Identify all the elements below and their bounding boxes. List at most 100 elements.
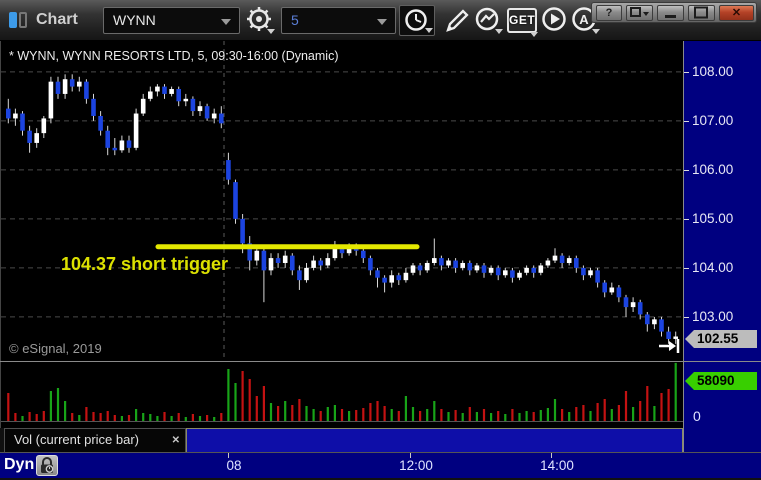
window-frame-bottom: [0, 478, 761, 480]
volume-bar: [568, 412, 571, 421]
candle-body: [204, 106, 210, 119]
price-chart-pane[interactable]: * WYNN, WYNN RESORTS LTD, 5, 09:30-16:00…: [0, 41, 685, 361]
replay-button[interactable]: [539, 5, 571, 36]
candle-body: [325, 258, 331, 266]
volume-bar: [348, 411, 351, 421]
candle-body: [197, 106, 203, 112]
candle-body: [588, 270, 593, 276]
time-tick-label: 08: [226, 458, 242, 473]
candle-body: [34, 133, 39, 143]
candle-body: [417, 265, 423, 271]
volume-bar: [241, 371, 244, 421]
volume-bar: [362, 408, 365, 421]
volume-bar: [92, 412, 95, 421]
candle-body: [268, 258, 274, 271]
candle-body: [240, 218, 245, 244]
volume-canvas: [1, 362, 685, 422]
candle-body: [361, 250, 366, 259]
price-tick-label: 108.00: [692, 63, 734, 79]
toolbar: Chart WYNN 5: [0, 0, 761, 41]
volume-bar: [369, 403, 372, 421]
volume-bar: [99, 413, 102, 421]
candle-body: [162, 86, 167, 94]
trigger-annotation-text[interactable]: 104.37 short trigger: [61, 253, 229, 274]
draw-button[interactable]: [441, 5, 473, 36]
volume-bar: [142, 413, 145, 421]
volume-zero-label: 0: [693, 408, 701, 424]
minimize-button[interactable]: [657, 5, 684, 21]
candle-body: [623, 297, 629, 308]
interval-value: 5: [291, 12, 299, 28]
volume-bar: [589, 411, 592, 421]
close-icon[interactable]: ✕: [171, 435, 180, 446]
candle-body: [439, 258, 444, 266]
price-axis-pane[interactable]: 108.00 107.00 106.00 105.00 104.00 103.00 102…: [684, 41, 761, 453]
candle-body: [318, 260, 323, 266]
candle-body: [226, 160, 231, 180]
candle-body: [595, 270, 600, 283]
price-tick-mark: [684, 316, 689, 318]
price-tick-mark: [684, 218, 689, 220]
volume-bar: [106, 411, 109, 421]
candle-body: [275, 258, 281, 263]
volume-bar: [135, 409, 138, 421]
volume-bar: [284, 401, 287, 421]
volume-study-tab[interactable]: Vol (current price bar) ✕: [4, 428, 186, 452]
chevron-down-icon: [530, 32, 538, 37]
volume-bar: [220, 413, 223, 421]
volume-bar: [660, 393, 663, 421]
volume-bar: [78, 415, 81, 421]
candle-body: [659, 319, 664, 332]
candle-body: [140, 98, 146, 114]
get-data-button[interactable]: GET: [507, 8, 538, 37]
chevron-down-icon: [221, 19, 231, 25]
volume-bar: [667, 389, 670, 421]
chevron-down-icon: [267, 29, 275, 34]
chart-title: * WYNN, WYNN RESORTS LTD, 5, 09:30-16:00…: [9, 49, 339, 63]
time-lock-button[interactable]: [36, 455, 58, 476]
volume-pane[interactable]: [0, 362, 685, 428]
maximize-icon: [694, 6, 708, 19]
chevron-down-icon: [377, 19, 387, 25]
candle-body: [652, 319, 657, 325]
studies-button[interactable]: [472, 5, 504, 36]
maximize-button[interactable]: [688, 5, 715, 21]
volume-bar: [532, 412, 535, 421]
line-study-icon: [475, 7, 499, 31]
candle-body: [254, 250, 260, 261]
candle-body: [98, 115, 103, 131]
lock-icon: [41, 457, 54, 473]
candle-body: [488, 267, 494, 273]
candle-body: [495, 267, 501, 276]
symbol-dropdown[interactable]: WYNN: [103, 7, 240, 34]
volume-bar: [639, 401, 642, 421]
volume-bar: [255, 396, 258, 421]
volume-bar: [497, 411, 500, 421]
restore-window-button[interactable]: [626, 5, 653, 21]
candle-body: [602, 282, 607, 293]
time-template-button[interactable]: [399, 5, 435, 36]
interval-dropdown[interactable]: 5: [281, 7, 396, 34]
candle-body: [190, 98, 196, 112]
settings-button[interactable]: [244, 5, 276, 36]
volume-bar: [120, 416, 123, 421]
volume-bar: [14, 413, 17, 421]
window-controls: ? ✕: [591, 2, 757, 23]
volume-bar: [269, 403, 273, 421]
volume-bar: [234, 383, 237, 421]
time-tick-label: 14:00: [540, 458, 574, 473]
help-button[interactable]: ?: [596, 5, 622, 21]
candle-body: [84, 81, 89, 99]
go-to-latest-bar-icon[interactable]: [657, 337, 683, 355]
window-title: Chart: [36, 11, 78, 28]
price-tick-label: 103.00: [692, 308, 734, 324]
axis-border: [683, 41, 684, 453]
volume-bar: [468, 407, 471, 421]
horizontal-scrollbar[interactable]: [186, 428, 683, 453]
volume-bar: [582, 405, 585, 421]
close-button[interactable]: ✕: [719, 5, 754, 21]
volume-bar: [610, 409, 613, 421]
volume-bar: [397, 411, 400, 421]
volume-bar: [575, 407, 578, 421]
